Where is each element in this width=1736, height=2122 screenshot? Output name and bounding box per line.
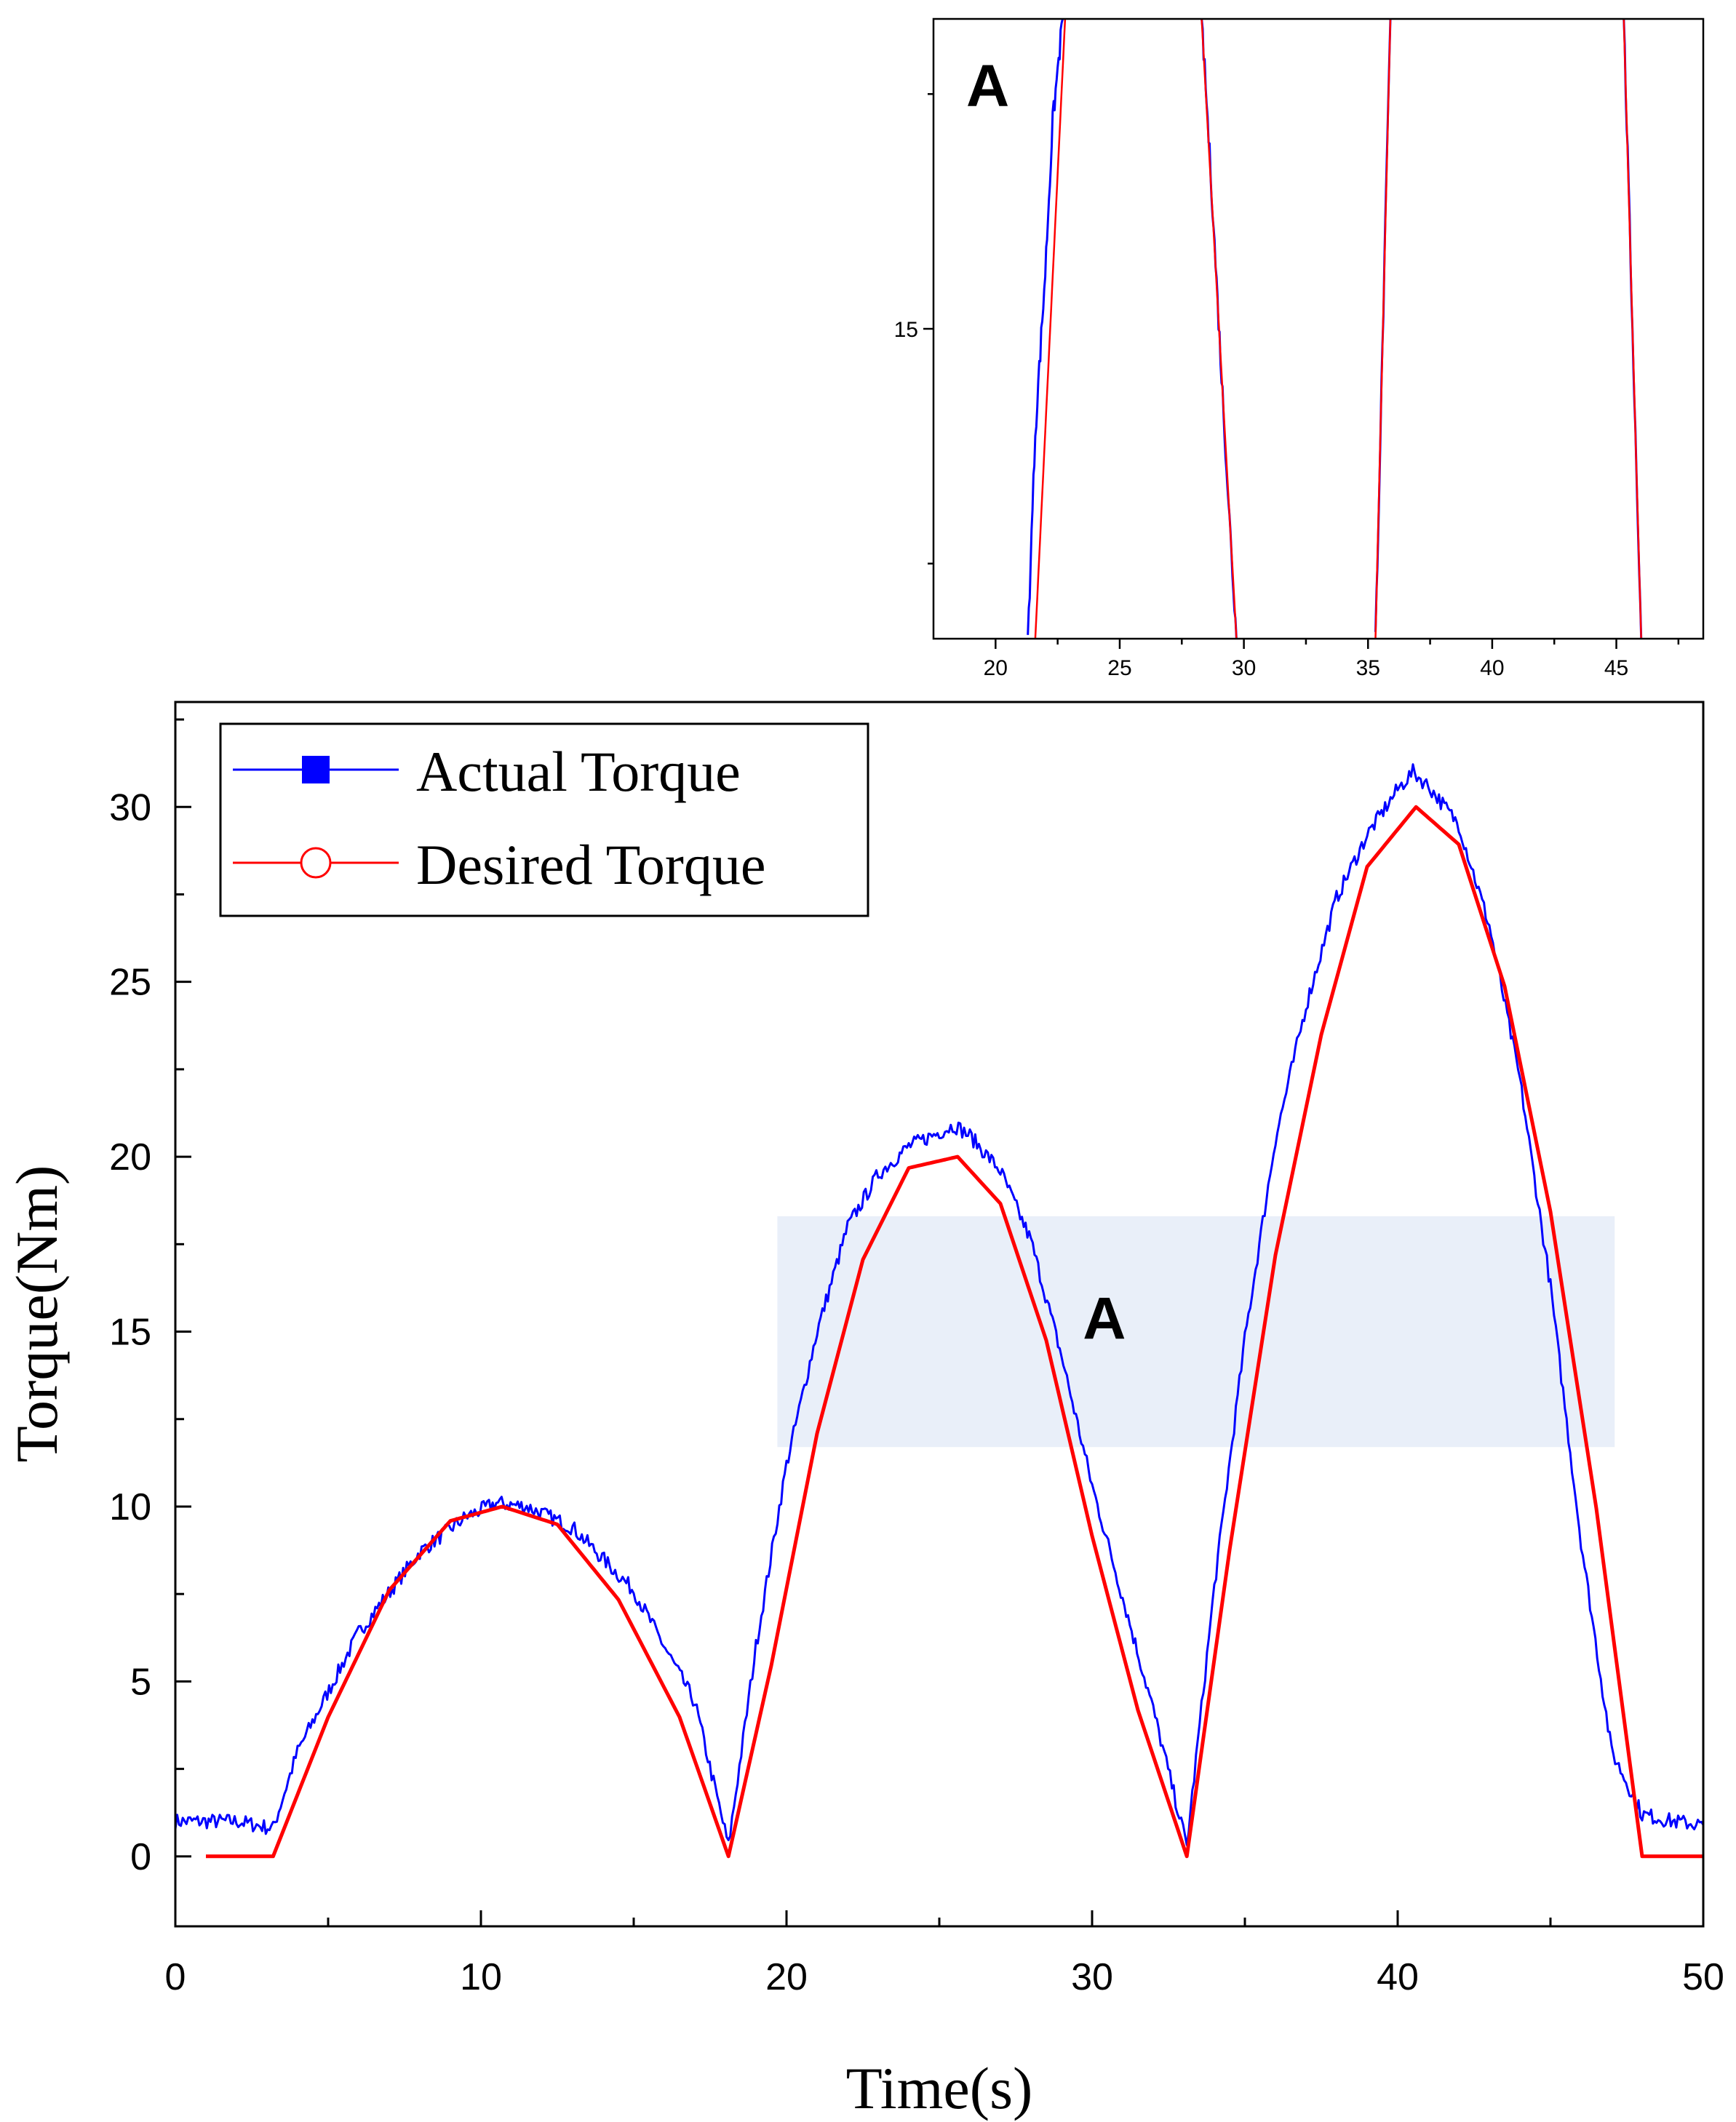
y-tick-label: 0 <box>130 1836 151 1878</box>
inset-ticks: 20 25 30 35 40 45 15 <box>894 93 1680 680</box>
legend-label-desired: Desired Torque <box>416 833 765 896</box>
main-ticks: 0 10 20 30 40 50 0 5 10 15 20 25 30 <box>109 718 1724 1998</box>
region-a-label: A <box>1083 1286 1126 1352</box>
series-actual-torque <box>174 763 1705 1846</box>
x-tick-label: 30 <box>1071 1956 1113 1998</box>
inset-x-tick-label: 25 <box>1107 656 1131 680</box>
inset-x-tick-label: 40 <box>1480 656 1504 680</box>
inset-series-desired-torque <box>1034 18 1067 639</box>
y-tick-label: 15 <box>109 1312 151 1354</box>
inset-plot-area <box>933 19 1703 639</box>
inset-series-actual-torque <box>1027 18 1064 635</box>
main-series-group <box>174 763 1705 1859</box>
legend: Actual Torque Desired Torque <box>219 722 869 917</box>
inset-y-tick-label: 15 <box>894 318 918 342</box>
legend-marker-actual <box>302 756 330 783</box>
inset-title: A <box>966 53 1009 119</box>
main-chart: A 0 10 20 30 40 50 0 5 10 15 20 25 30 Time(s) Torque… <box>4 701 1724 2121</box>
y-tick-label: 5 <box>130 1661 151 1703</box>
y-tick-label: 20 <box>109 1136 151 1178</box>
inset-series-desired-torque <box>1374 18 1392 639</box>
y-axis-title: Torque(Nm) <box>4 1165 70 1463</box>
legend-marker-desired <box>300 847 332 879</box>
inset-frame <box>932 17 1705 640</box>
y-tick-label: 25 <box>109 962 151 1004</box>
series-desired-torque <box>206 805 1703 1859</box>
legend-label-actual: Actual Torque <box>416 740 741 803</box>
y-tick-label: 10 <box>109 1486 151 1528</box>
inset-series-desired-torque <box>1622 18 1642 639</box>
inset-x-tick-label: 20 <box>984 656 1008 680</box>
x-tick-label: 10 <box>460 1956 502 1998</box>
x-tick-label: 20 <box>765 1956 808 1998</box>
x-tick-label: 0 <box>165 1956 186 1998</box>
y-tick-label: 30 <box>109 786 151 829</box>
region-a-highlight <box>777 1216 1615 1448</box>
inset-panel: 20 25 30 35 40 45 15 A <box>894 17 1705 680</box>
x-tick-label: 50 <box>1682 1956 1724 1998</box>
x-tick-label: 40 <box>1377 1956 1419 1998</box>
x-axis-title: Time(s) <box>846 2055 1033 2121</box>
inset-x-tick-label: 45 <box>1604 656 1628 680</box>
inset-series-desired-torque <box>1201 18 1238 639</box>
inset-x-tick-label: 35 <box>1356 656 1380 680</box>
inset-x-tick-label: 30 <box>1232 656 1256 680</box>
inset-series-group <box>1027 18 1643 639</box>
